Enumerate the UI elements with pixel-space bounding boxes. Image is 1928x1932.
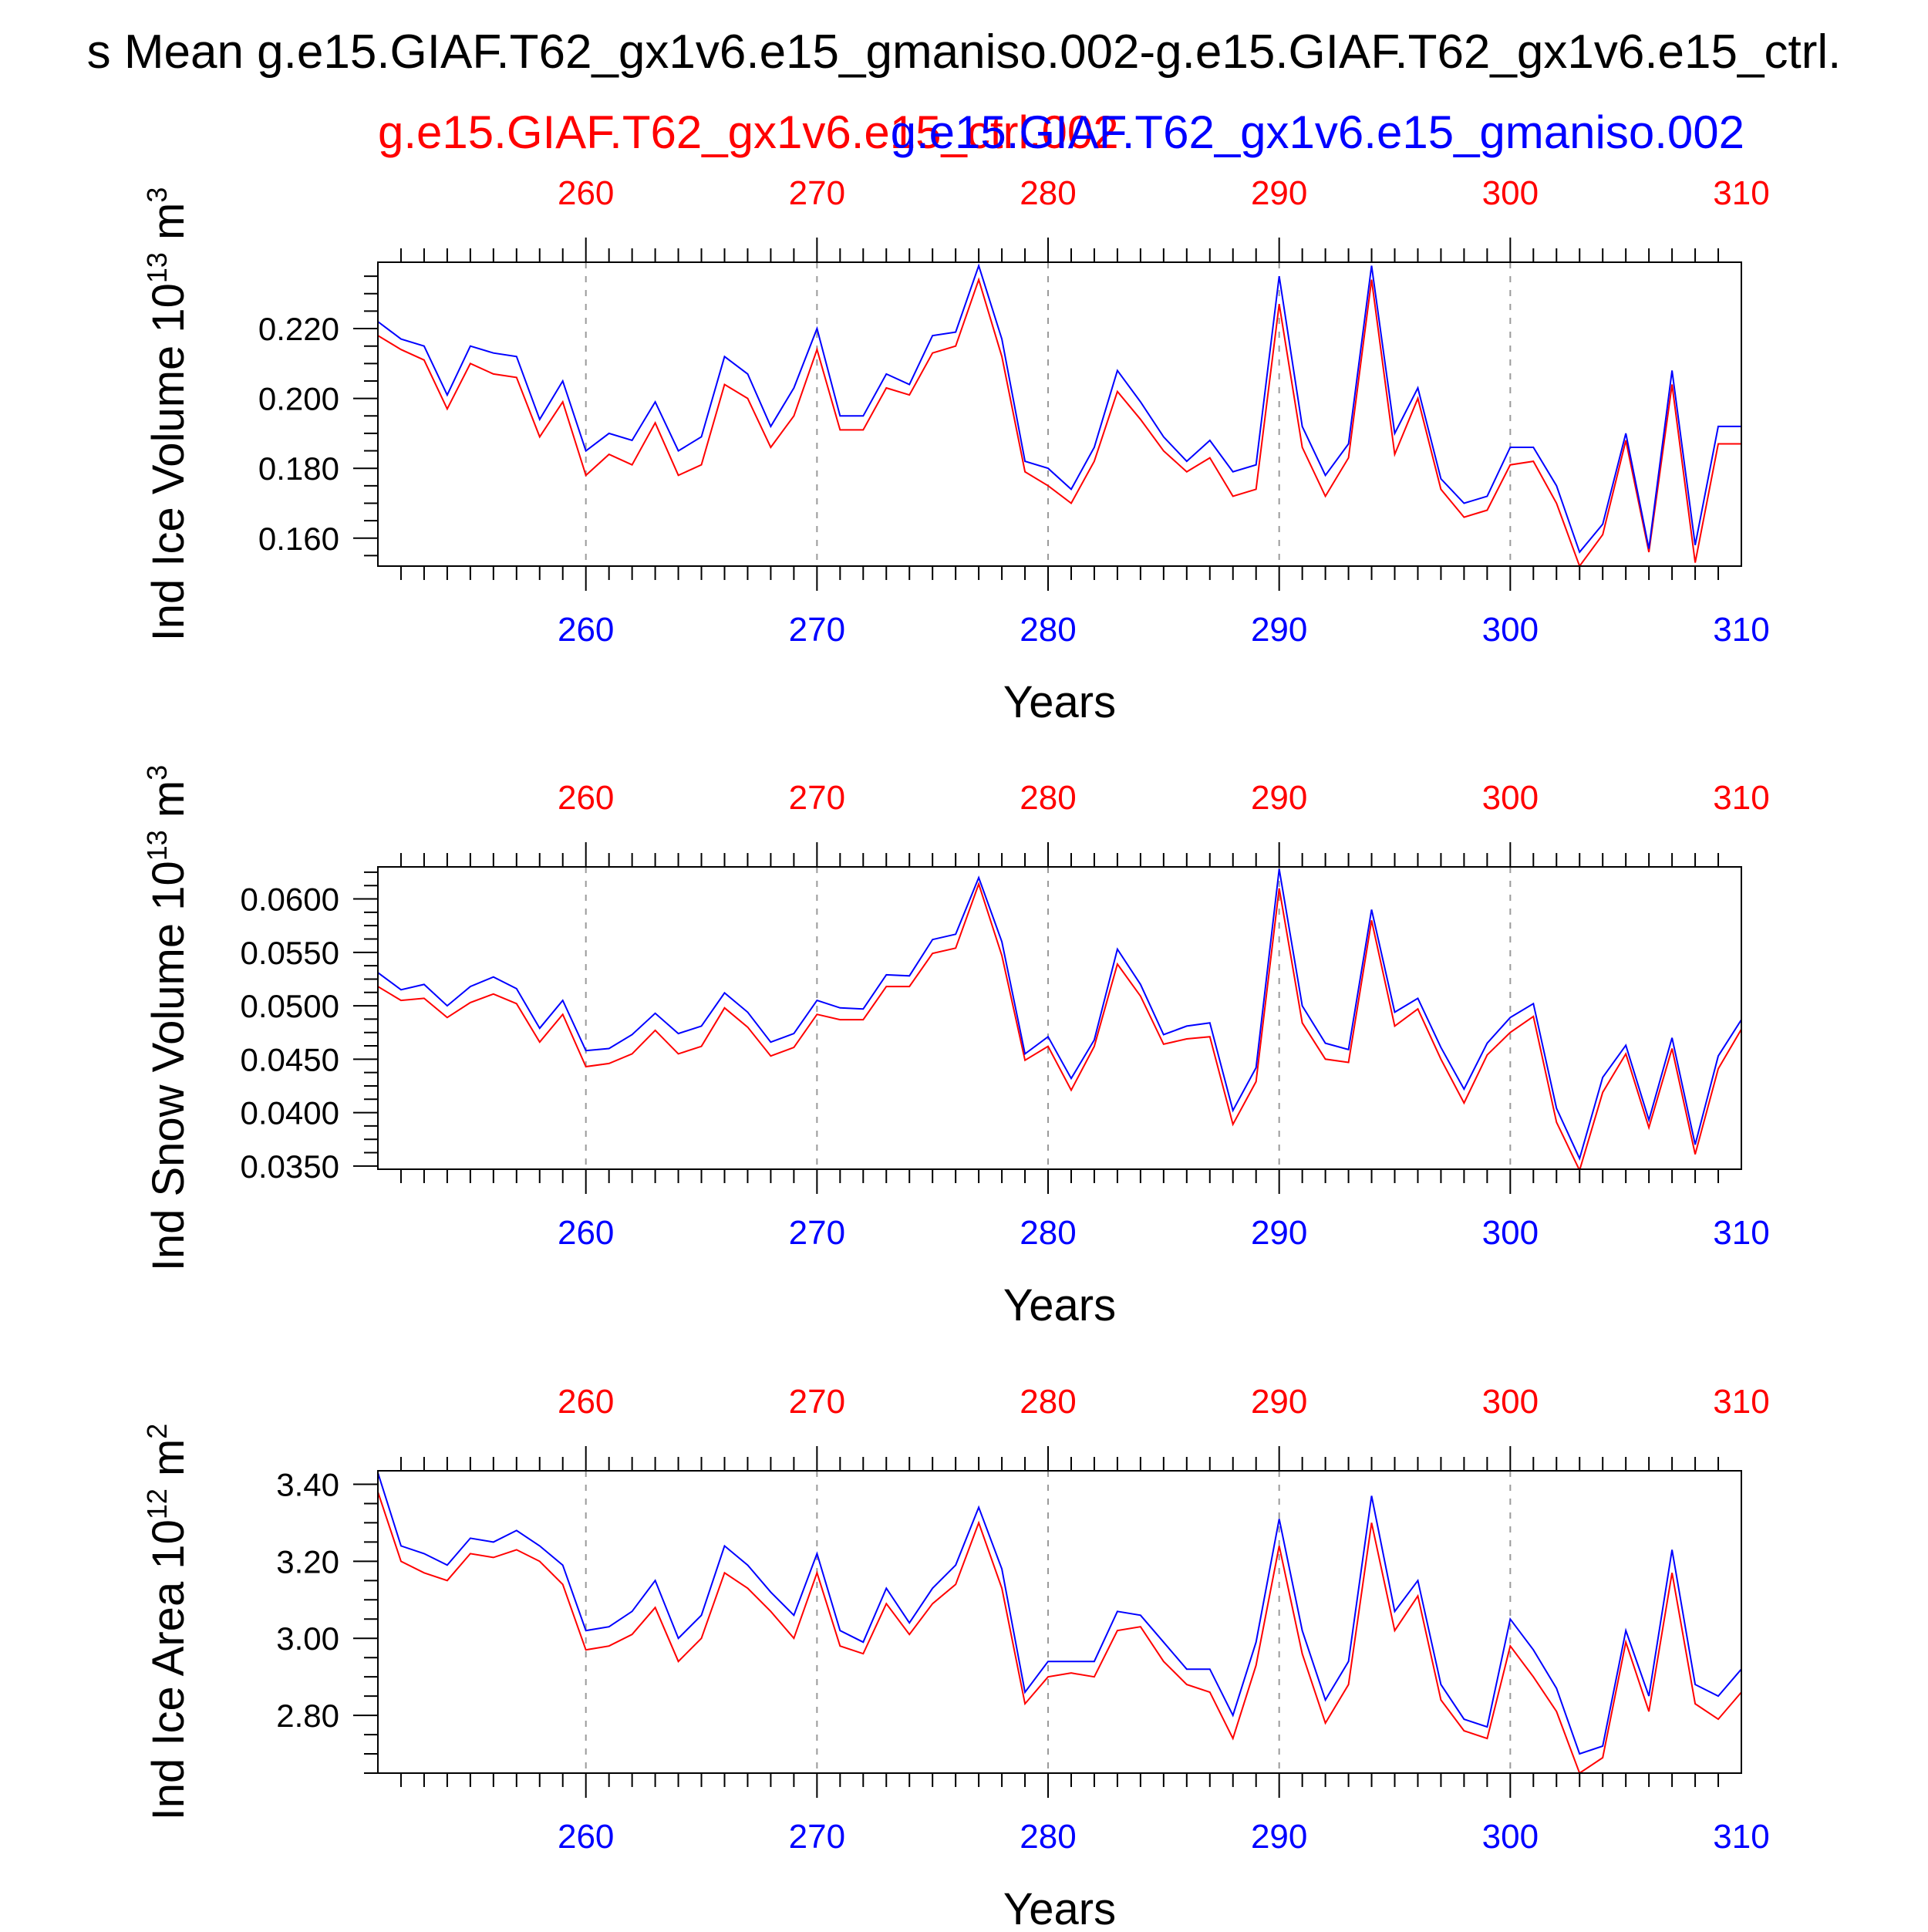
series-line-gmaniso (378, 1472, 1741, 1755)
x-tick-label-top: 270 (789, 1383, 845, 1421)
chart-panel-1: 260 260 270 270 280 280 290 290 300 300 310 310 0.16… (141, 174, 1770, 727)
series-line-ctrl (378, 1492, 1741, 1773)
legend-gmaniso-label: g.e15.GIAF.T62_gx1v6.e15_gmaniso.002 (891, 106, 1744, 158)
x-tick-label-top: 290 (1251, 174, 1307, 212)
x-tick-label-bottom: 290 (1251, 1214, 1307, 1252)
y-axis-label: Ind Ice Volume 1013 m3 (141, 187, 194, 642)
x-tick-label-top: 260 (558, 1383, 614, 1421)
legend-ctrl-label: g.e15.GIAF.T62_gx1v6.e15_ctrl.002 (378, 106, 1119, 158)
x-tick-label-bottom: 290 (1251, 1818, 1307, 1856)
y-tick-label: 0.0550 (241, 935, 339, 971)
x-tick-label-bottom: 280 (1020, 1818, 1076, 1856)
figure-title: s Mean g.e15.GIAF.T62_gx1v6.e15_gmaniso.… (87, 25, 1842, 79)
x-tick-label-bottom: 310 (1713, 611, 1769, 649)
y-tick-label: 0.0350 (241, 1148, 339, 1185)
x-tick-label-top: 290 (1251, 1383, 1307, 1421)
series-line-ctrl (378, 882, 1741, 1169)
y-tick-label: 0.0450 (241, 1041, 339, 1077)
x-tick-label-top: 310 (1713, 1383, 1769, 1421)
y-tick-label: 0.0600 (241, 882, 339, 918)
x-tick-label-bottom: 300 (1482, 1818, 1539, 1856)
chart-panel-2: 260 260 270 270 280 280 290 290 300 300 310 310 0.03… (141, 765, 1770, 1330)
x-tick-label-top: 280 (1020, 1383, 1076, 1421)
x-axis-label: Years (1003, 1884, 1116, 1928)
series-line-gmaniso (378, 868, 1741, 1161)
x-tick-label-bottom: 310 (1713, 1214, 1769, 1252)
plot-frame (377, 1470, 1742, 1774)
x-tick-label-top: 310 (1713, 779, 1769, 817)
x-tick-label-bottom: 300 (1482, 1214, 1539, 1252)
x-tick-label-bottom: 270 (789, 1214, 845, 1252)
x-tick-label-top: 280 (1020, 174, 1076, 212)
x-tick-label-top: 270 (789, 174, 845, 212)
series-line-gmaniso (378, 263, 1741, 554)
y-tick-label: 0.0400 (241, 1095, 339, 1131)
y-tick-label: 0.180 (258, 450, 339, 487)
x-tick-label-bottom: 260 (558, 1818, 614, 1856)
x-axis-label: Years (1003, 677, 1116, 727)
x-tick-label-top: 260 (558, 779, 614, 817)
x-tick-label-bottom: 310 (1713, 1818, 1769, 1856)
y-tick-label: 0.0500 (241, 988, 339, 1024)
y-axis-label: Ind Snow Volume 1013 m3 (141, 765, 194, 1272)
x-tick-label-bottom: 280 (1020, 611, 1076, 649)
x-tick-label-top: 300 (1482, 779, 1539, 817)
chart-panel-3: 260 260 270 270 280 280 290 290 300 300 310 310 2.80… (141, 1383, 1770, 1932)
x-tick-label-top: 300 (1482, 174, 1539, 212)
y-tick-label: 0.200 (258, 381, 339, 417)
x-tick-label-top: 260 (558, 174, 614, 212)
plot-frame (377, 261, 1742, 567)
y-tick-label: 2.80 (276, 1698, 339, 1734)
y-tick-label: 0.220 (258, 311, 339, 347)
x-tick-label-bottom: 270 (789, 611, 845, 649)
y-tick-label: 3.20 (276, 1543, 339, 1580)
y-tick-label: 0.160 (258, 521, 339, 557)
x-tick-label-top: 300 (1482, 1383, 1539, 1421)
x-tick-label-top: 290 (1251, 779, 1307, 817)
y-tick-label: 3.00 (276, 1620, 339, 1657)
x-tick-label-top: 280 (1020, 779, 1076, 817)
x-tick-label-bottom: 290 (1251, 611, 1307, 649)
x-axis-label: Years (1003, 1280, 1116, 1330)
series-line-ctrl (378, 277, 1741, 566)
plot-frame (377, 866, 1742, 1170)
x-tick-label-top: 270 (789, 779, 845, 817)
x-tick-label-bottom: 260 (558, 1214, 614, 1252)
x-tick-label-bottom: 260 (558, 611, 614, 649)
x-tick-label-top: 310 (1713, 174, 1769, 212)
y-axis-label: Ind Ice Area 1012 m2 (141, 1424, 194, 1821)
y-tick-label: 3.40 (276, 1466, 339, 1502)
x-tick-label-bottom: 270 (789, 1818, 845, 1856)
x-tick-label-bottom: 280 (1020, 1214, 1076, 1252)
x-tick-label-bottom: 300 (1482, 611, 1539, 649)
